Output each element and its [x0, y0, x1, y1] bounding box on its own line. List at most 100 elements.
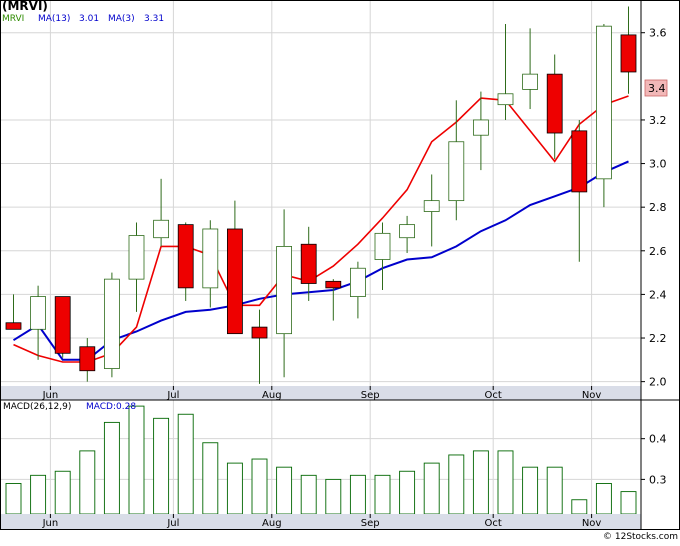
macd-bar [202, 442, 219, 515]
price-x-axis: Jun Jul Aug Sep Oct Nov [1, 386, 641, 401]
credit-text: © 12Stocks.com [603, 532, 678, 542]
macd-bar [177, 413, 194, 515]
candle-body-down [5, 322, 22, 330]
candle [596, 23, 612, 208]
candle [202, 220, 219, 308]
macd-bar [399, 470, 416, 515]
macd-x-tick-label: Jun [42, 518, 59, 529]
candle [30, 285, 47, 360]
macd-bar [349, 474, 366, 515]
macd-x-axis: Jun Jul Aug Sep Oct Nov [1, 514, 641, 530]
legend-ma-long-value: 3.01 [79, 14, 100, 24]
x-axis-band [1, 386, 641, 400]
candle-body-down [177, 224, 194, 289]
macd-bar [448, 454, 465, 515]
candle [620, 6, 637, 94]
legend-ma-short-label: MA(3) [108, 14, 135, 24]
candle [300, 226, 317, 301]
macd-bar [595, 483, 612, 515]
candle-body-down [79, 346, 96, 372]
y-tick-label: 3.2 [649, 114, 667, 127]
macd-x-tick-label: Jul [166, 518, 179, 529]
macd-bar [620, 491, 637, 515]
candle-body-up [202, 228, 219, 289]
y-tick-label: 2.4 [649, 288, 667, 301]
y-tick-label: 2.6 [649, 245, 667, 258]
candle [571, 119, 588, 262]
last-price-label: 3.4 [648, 82, 666, 95]
x-tick-label: Nov [582, 390, 602, 401]
macd-bar [546, 466, 563, 515]
macd-bar [300, 474, 317, 515]
macd-bar [423, 462, 440, 515]
candle-body-down [571, 130, 588, 193]
y-tick-label: 3.6 [649, 27, 667, 40]
candle-body-up [497, 93, 514, 106]
candle-body-up [423, 200, 440, 212]
candle-body-up [596, 25, 612, 180]
candle [448, 100, 465, 221]
macd-legend-label: MACD(26,12,9) [3, 402, 72, 412]
candle-body-up [276, 246, 293, 335]
macd-grid [1, 400, 641, 514]
x-tick-label: Jul [166, 390, 179, 401]
candle [423, 174, 440, 247]
x-tick-label: Aug [262, 390, 282, 401]
candle-body-down [300, 243, 317, 284]
macd-bar [276, 466, 293, 515]
candle-body-up [104, 278, 120, 369]
candle-body-down [620, 34, 637, 73]
x-tick-label: Jun [42, 390, 59, 401]
macd-bar [522, 466, 539, 515]
last-price-box [644, 79, 668, 97]
candle-body-down [546, 73, 563, 134]
candle-body-up [399, 224, 416, 239]
candle-body-down [226, 228, 243, 335]
candle [472, 91, 489, 171]
price-candles [5, 6, 637, 384]
macd-bar [54, 470, 71, 515]
candle [399, 215, 416, 253]
last-price-tag: 3.4 [644, 79, 668, 97]
macd-y-tick-label: 0.3 [649, 473, 667, 486]
candle [325, 279, 342, 321]
candle [79, 338, 96, 382]
candle-body-up [374, 232, 391, 260]
macd-bar [325, 478, 342, 515]
macd-bar [153, 417, 170, 515]
candle [54, 296, 71, 358]
macd-bar [103, 421, 120, 515]
candle-body-down [251, 326, 268, 339]
macd-x-tick-label: Oct [485, 518, 502, 529]
candle [177, 222, 194, 301]
candle-body-up [128, 235, 145, 280]
candle [522, 28, 538, 110]
chart-title: (MRVI) [2, 0, 48, 13]
panel-frames [0, 0, 680, 530]
candle [104, 272, 120, 378]
y-tick-label: 2.8 [649, 201, 667, 214]
candle [497, 23, 514, 120]
price-y-axis: 2.0 2.2 2.4 2.6 2.8 3.0 3.2 3.6 [641, 27, 667, 389]
legend-ma-short-value: 3.31 [144, 14, 165, 24]
candle-body-up [472, 119, 489, 136]
macd-bar [374, 474, 391, 515]
x-tick-label: Oct [485, 390, 502, 401]
candle [251, 309, 268, 384]
candle-body-up [153, 219, 170, 239]
y-tick-label: 2.2 [649, 332, 667, 345]
macd-bar [497, 450, 514, 515]
candle [128, 222, 145, 312]
candle [349, 261, 366, 319]
macd-x-tick-label: Nov [582, 518, 602, 529]
macd-x-tick-label: Sep [361, 518, 380, 529]
macd-bar [226, 462, 243, 515]
x-tick-label: Sep [361, 390, 380, 401]
candle [276, 209, 293, 378]
legend-symbol: MRVI [2, 14, 25, 24]
candle [153, 178, 170, 247]
candle [5, 294, 22, 330]
macd-bar [571, 499, 588, 515]
candle [546, 54, 563, 160]
